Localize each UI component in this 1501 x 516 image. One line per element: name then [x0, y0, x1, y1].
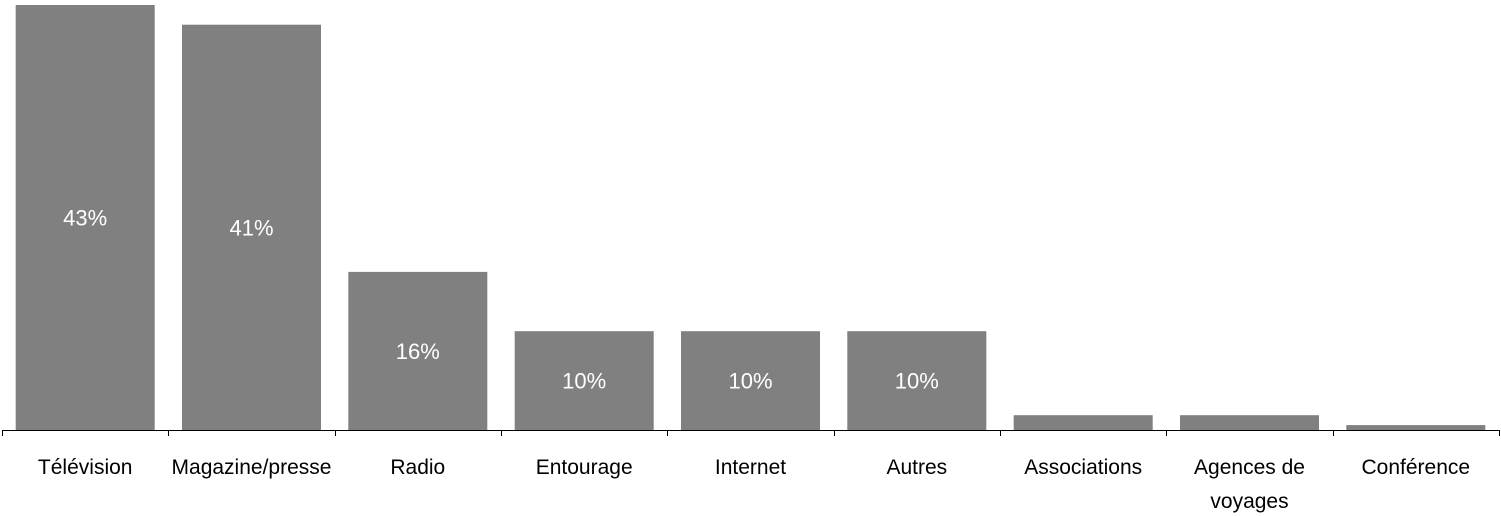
bar-1 — [182, 24, 321, 430]
data-label-1: 41% — [229, 215, 273, 240]
x-tick-label-2: Radio — [390, 456, 445, 479]
x-tick-label-1: Magazine/presse — [172, 456, 332, 479]
x-tick-label-7: Agences de voyages — [1194, 456, 1305, 513]
bar-2 — [348, 271, 488, 430]
x-tick-label-3: Entourage — [536, 456, 633, 479]
data-label-5: 10% — [895, 369, 939, 394]
data-label-4: 10% — [728, 369, 772, 394]
x-tick-label-6: Associations — [1024, 456, 1142, 479]
bar-5 — [847, 331, 987, 430]
bar-4 — [681, 331, 820, 430]
data-label-2: 16% — [396, 339, 440, 364]
tick-labels-group: Télévision Magazine/presse Radio Entourage I… — [38, 456, 1470, 513]
x-tick-label-0: Télévision — [38, 456, 133, 479]
bar-0 — [15, 5, 155, 430]
x-tick-label-8: Conférence — [1362, 456, 1471, 479]
bar-8 — [1346, 425, 1486, 430]
data-label-3: 10% — [562, 369, 606, 394]
data-label-0: 43% — [63, 206, 107, 231]
bar-3 — [514, 331, 654, 430]
bar-7 — [1180, 415, 1319, 430]
bars-group: 43% 41% 16% 10% 10% 10% — [15, 5, 1486, 430]
x-tick-label-5: Autres — [886, 456, 947, 479]
x-axis — [2, 430, 1500, 436]
x-tick-label-4: Internet — [715, 456, 786, 479]
bar-6 — [1013, 415, 1153, 430]
